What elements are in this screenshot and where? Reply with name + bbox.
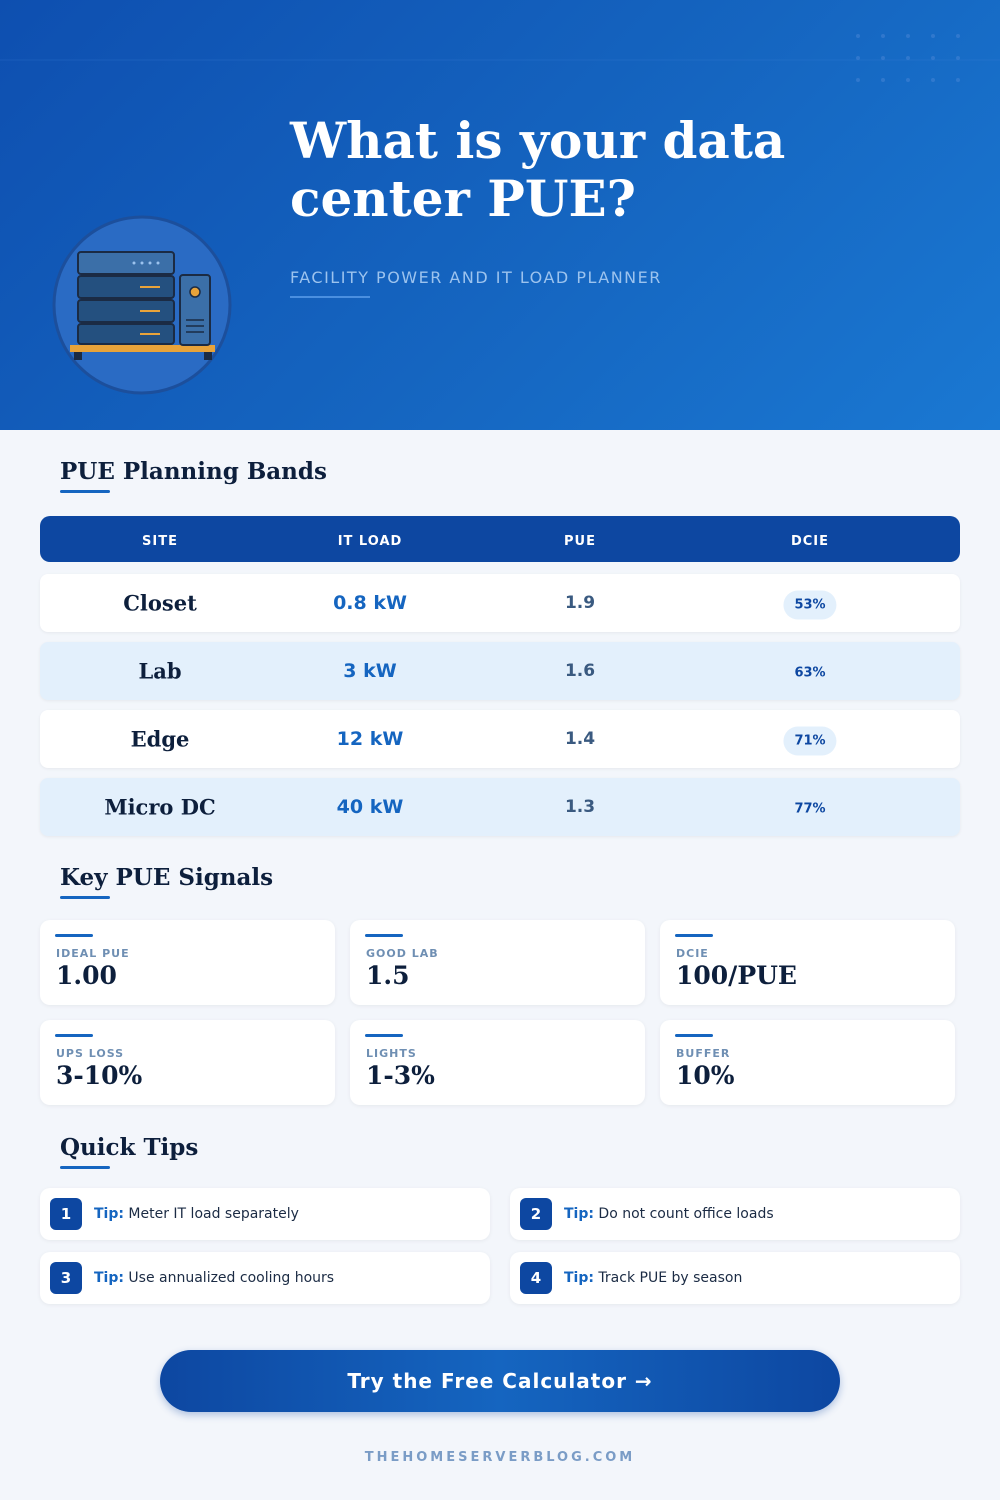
signal-label: UPS LOSS — [56, 1047, 125, 1060]
table-cell: 12 kW — [336, 728, 404, 750]
column-header: PUE — [564, 534, 596, 549]
subtitle: FACILITY POWER AND IT LOAD PLANNER — [290, 268, 662, 287]
table-cell: 0.8 kW — [333, 592, 407, 614]
column-header: DCIE — [790, 534, 830, 549]
card-accent — [675, 934, 713, 937]
table-row — [40, 778, 960, 836]
signal-label: IDEAL PUE — [56, 947, 130, 960]
column-header: IT LOAD — [337, 534, 403, 549]
card-accent — [365, 934, 403, 937]
signal-value: 3-10% — [56, 1061, 143, 1090]
signal-label: LIGHTS — [366, 1047, 417, 1060]
tip-text: Tip: Use annualized cooling hours — [94, 1270, 334, 1286]
section-heading: Key PUE Signals — [60, 864, 274, 891]
card-accent — [675, 1034, 713, 1037]
signal-value: 1.00 — [56, 961, 117, 990]
table-cell: Micro DC — [104, 794, 216, 820]
tip-number: 4 — [520, 1262, 552, 1294]
table-cell: 1.4 — [564, 729, 596, 749]
table-cell: Lab — [138, 658, 182, 684]
table-row — [40, 642, 960, 700]
card-accent — [55, 1034, 93, 1037]
heading-underline — [60, 1166, 110, 1169]
tip-body: Use annualized cooling hours — [128, 1270, 335, 1286]
title: What is your data center PUE? — [290, 111, 786, 228]
heading-underline — [60, 490, 110, 493]
signal-label: DCIE — [676, 947, 709, 960]
heading-underline — [60, 896, 110, 899]
tip-label: Tip: — [94, 1206, 124, 1222]
table-cell: 77% — [794, 801, 826, 817]
table-cell: 1.9 — [564, 593, 596, 613]
table-cell: 40 kW — [336, 796, 404, 818]
tip-text: Tip: Meter IT load separately — [94, 1206, 299, 1222]
footer: THEHOMESERVERBLOG.COM — [364, 1450, 636, 1465]
card-accent — [365, 1034, 403, 1037]
signal-label: GOOD LAB — [366, 947, 439, 960]
signal-value: 10% — [676, 1061, 735, 1090]
table-cell: Closet — [123, 590, 197, 616]
table-cell: 1.3 — [564, 797, 596, 817]
tip-label: Tip: — [564, 1270, 594, 1286]
tip-card — [40, 1252, 490, 1304]
tip-number: 2 — [520, 1198, 552, 1230]
tip-number: 3 — [50, 1262, 82, 1294]
tip-text: Tip: Track PUE by season — [564, 1270, 742, 1286]
tip-body: Do not count office loads — [598, 1206, 774, 1222]
column-header: SITE — [142, 534, 178, 549]
signal-label: BUFFER — [676, 1047, 731, 1060]
hero: What is your data center PUE? FACILITY P… — [0, 0, 1000, 430]
section-heading: PUE Planning Bands — [60, 458, 327, 485]
table-header — [40, 516, 960, 562]
card-accent — [55, 934, 93, 937]
cta-button[interactable]: Try the Free Calculator → — [160, 1350, 840, 1412]
table-cell: 1.6 — [564, 661, 596, 681]
hero-illustration — [0, 34, 1000, 395]
tip-card — [40, 1188, 490, 1240]
tip-body: Meter IT load separately — [128, 1206, 299, 1222]
tip-card — [510, 1252, 960, 1304]
tip-text: Tip: Do not count office loads — [564, 1206, 774, 1222]
section-heading: Quick Tips — [60, 1134, 199, 1161]
signal-value: 1.5 — [366, 961, 410, 990]
tip-label: Tip: — [564, 1206, 594, 1222]
table-cell: 63% — [794, 665, 826, 681]
tip-body: Track PUE by season — [598, 1270, 743, 1286]
table-cell: 53% — [783, 590, 837, 620]
table-cell: 3 kW — [343, 660, 397, 682]
table-cell: Edge — [130, 726, 190, 752]
signal-value: 100/PUE — [676, 961, 797, 990]
tip-card — [510, 1188, 960, 1240]
tip-number: 1 — [50, 1198, 82, 1230]
signal-value: 1-3% — [366, 1061, 435, 1090]
table-cell: 71% — [783, 726, 837, 756]
tip-label: Tip: — [94, 1270, 124, 1286]
